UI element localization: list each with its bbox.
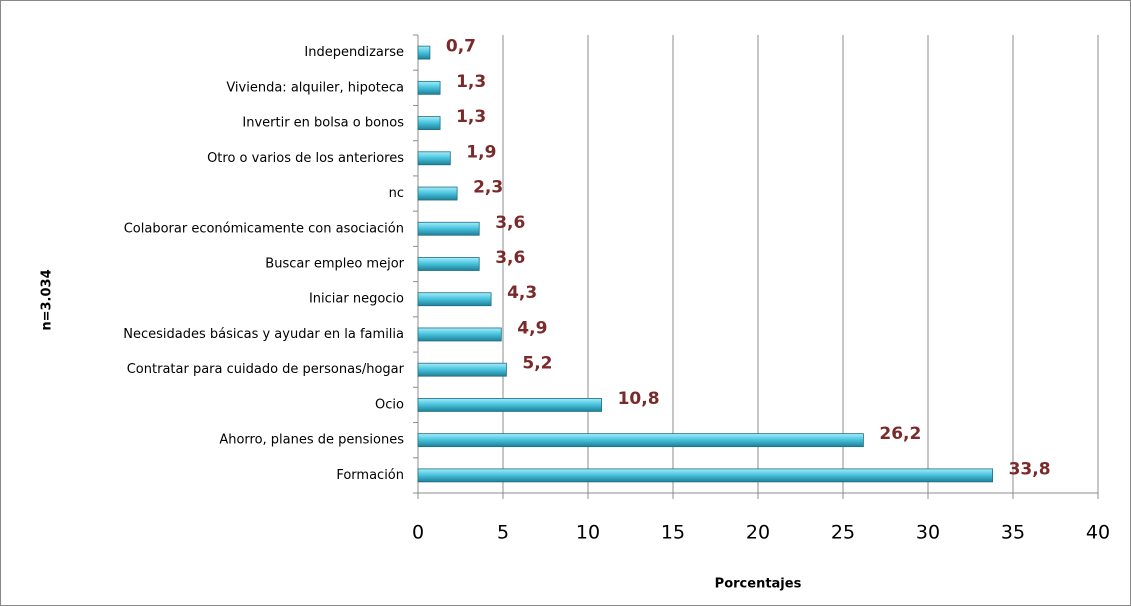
- bar: [417, 468, 993, 483]
- x-tick-label: 30: [916, 522, 940, 544]
- bar: [417, 362, 507, 377]
- y-tick-label: Ahorro, planes de pensiones: [219, 433, 404, 448]
- y-tick-label: Otro o varios de los anteriores: [207, 151, 404, 166]
- bar: [417, 45, 431, 60]
- bar: [417, 221, 480, 236]
- bar: [417, 433, 864, 448]
- y-tick-label: Ocio: [375, 397, 404, 412]
- bar: [417, 398, 603, 412]
- x-tick-label: 5: [497, 522, 509, 544]
- x-tick-label: 20: [746, 522, 770, 544]
- bar: [417, 80, 441, 95]
- y-tick-label: Formación: [336, 468, 404, 483]
- y-tick-label: nc: [389, 186, 404, 201]
- y-tick-label: Independizarse: [304, 45, 404, 60]
- x-axis-label: Porcentajes: [715, 577, 802, 592]
- y-tick-label: Contratar para cuidado de personas/hogar: [127, 362, 405, 377]
- x-tick-label: 10: [576, 522, 600, 544]
- y-tick-label: Vivienda: alquiler, hipoteca: [226, 80, 404, 95]
- y-tick-label: Colaborar económicamente con asociación: [124, 221, 404, 236]
- x-tick-label: 25: [831, 522, 855, 544]
- y-axis-label: n=3.034: [40, 269, 55, 330]
- data-label: 0,7: [446, 37, 476, 57]
- data-label: 4,9: [517, 318, 547, 338]
- bar: [417, 151, 451, 166]
- data-label: 1,9: [466, 142, 496, 162]
- data-label: 2,3: [473, 178, 503, 198]
- data-label: 5,2: [522, 354, 552, 374]
- bar: [417, 116, 441, 130]
- data-label: 1,3: [456, 107, 486, 127]
- y-tick-label: Necesidades básicas y ayudar en la famil…: [123, 327, 404, 342]
- data-label: 33,8: [1009, 459, 1051, 479]
- x-tick-label: 0: [412, 522, 424, 544]
- x-tick-label: 15: [661, 522, 685, 544]
- data-label: 26,2: [879, 424, 921, 444]
- bar: [417, 186, 458, 201]
- data-label: 4,3: [507, 283, 537, 303]
- y-tick-label: Buscar empleo mejor: [265, 257, 404, 272]
- data-label: 3,6: [495, 248, 525, 268]
- data-label: 3,6: [495, 213, 525, 233]
- x-tick-label: 40: [1086, 522, 1110, 544]
- bar: [417, 257, 480, 271]
- data-label: 10,8: [618, 389, 660, 409]
- data-label: 1,3: [456, 72, 486, 92]
- y-tick-label: Invertir en bolsa o bonos: [242, 116, 404, 131]
- x-tick-label: 35: [1001, 522, 1025, 544]
- bar: [417, 292, 492, 307]
- bar: [417, 327, 502, 342]
- y-tick-label: Iniciar negocio: [309, 292, 404, 307]
